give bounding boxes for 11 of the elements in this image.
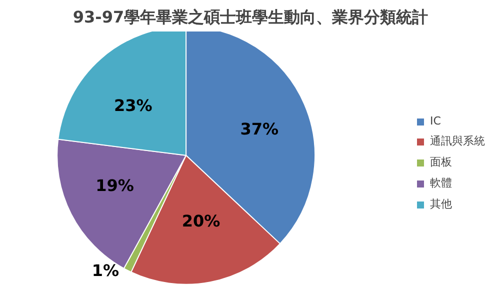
data-label: 1% bbox=[92, 261, 120, 280]
legend-label: 面板 bbox=[430, 154, 452, 170]
data-label: 37% bbox=[240, 119, 279, 138]
legend-label: 其他 bbox=[430, 196, 452, 212]
legend-label: IC bbox=[430, 114, 442, 128]
data-label: 23% bbox=[114, 96, 152, 115]
data-label: 20% bbox=[182, 212, 220, 231]
chart-title: 93-97學年畢業之碩士班學生動向、業界分類統計 bbox=[72, 8, 428, 26]
legend-label: 通訊與系統 bbox=[430, 134, 485, 148]
legend-label: 軟體 bbox=[430, 176, 452, 190]
data-label: 19% bbox=[96, 176, 134, 196]
